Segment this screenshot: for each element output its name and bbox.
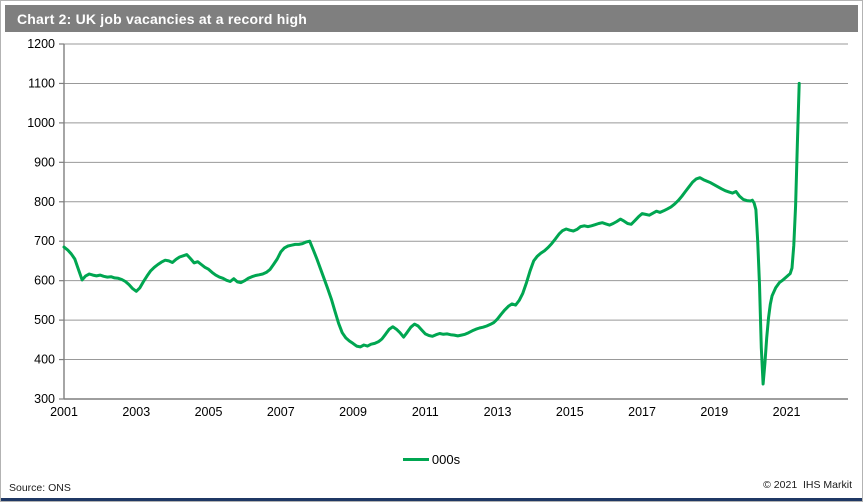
legend-line-swatch: [402, 457, 429, 461]
x-tick-label: 2013: [484, 405, 512, 419]
y-tick-label: 1100: [28, 76, 55, 90]
y-tick-label: 300: [34, 392, 55, 406]
vacancies-line: [62, 81, 801, 386]
y-tick-label: 800: [34, 195, 55, 209]
y-tick-label: 1000: [27, 116, 55, 130]
y-tick-label: 900: [34, 155, 55, 169]
copyright-note: © 2021 IHS Markit: [763, 479, 852, 491]
x-tick-label: 2005: [195, 405, 223, 419]
x-tick-label: 2011: [412, 405, 439, 419]
x-tick-label: 2015: [556, 405, 584, 419]
bottom-accent-bar: [1, 498, 862, 501]
line-chart: 300 400 500 600 700 800 900 1000 1100 1200 2001 200…: [27, 37, 848, 419]
y-tick-label: 600: [34, 274, 55, 288]
x-tick-label: 2003: [122, 405, 150, 419]
chart-title-bar: Chart 2: UK job vacancies at a record hi…: [5, 5, 858, 32]
legend-label: 000s: [431, 451, 461, 467]
y-tick-label: 500: [34, 313, 55, 327]
chart-title: Chart 2: UK job vacancies at a record hi…: [17, 10, 308, 27]
x-tick-label: 2017: [628, 405, 656, 419]
x-tick-label: 2021: [773, 405, 801, 419]
x-tick-label: 2019: [700, 405, 728, 419]
y-tick-label: 700: [34, 234, 55, 248]
x-tick-label: 2001: [50, 405, 78, 419]
chart-legend: 000s: [1, 450, 862, 468]
x-tick-label: 2007: [267, 405, 295, 419]
source-note: Source: ONS: [9, 482, 71, 494]
x-tick-label: 2009: [339, 405, 367, 419]
y-tick-label: 1200: [27, 37, 55, 51]
y-tick-label: 400: [34, 353, 55, 367]
